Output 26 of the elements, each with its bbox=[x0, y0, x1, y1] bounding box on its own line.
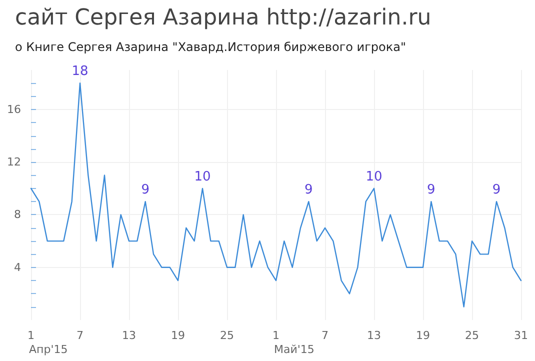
x-tick-label: 1 bbox=[272, 329, 280, 342]
data-label: 18 bbox=[72, 64, 88, 80]
chart-title: сайт Сергея Азарина http://azarin.ru bbox=[15, 6, 432, 30]
x-tick-label: 13 bbox=[122, 329, 136, 342]
x-tick-label: 13 bbox=[367, 329, 381, 342]
data-label: 9 bbox=[141, 182, 150, 198]
data-label: 9 bbox=[427, 182, 436, 198]
x-tick-label: 25 bbox=[220, 329, 234, 342]
y-tick-label: 4 bbox=[14, 260, 21, 274]
chart-subtitle: о Книге Сергея Азарина "Хавард.История биржевого игрока" bbox=[15, 40, 406, 54]
x-tick-label: 1 bbox=[28, 329, 34, 342]
x-tick-label: 7 bbox=[322, 329, 328, 342]
y-tick-label: 8 bbox=[14, 208, 21, 222]
data-label: 10 bbox=[194, 169, 211, 184]
x-tick-label: 31 bbox=[514, 329, 528, 342]
x-tick-label: 19 bbox=[171, 329, 185, 342]
data-label: 9 bbox=[492, 182, 501, 198]
x-tick-label: 7 bbox=[76, 329, 84, 342]
y-tick-label: 12 bbox=[7, 156, 21, 169]
x-tick-label: 19 bbox=[416, 329, 430, 342]
data-label: 9 bbox=[304, 182, 313, 198]
data-label: 10 bbox=[366, 169, 382, 184]
y-tick-label: 16 bbox=[7, 102, 21, 116]
text: Май'15 bbox=[274, 343, 314, 356]
x-tick-label: 25 bbox=[465, 329, 479, 342]
text: Апр'15 bbox=[29, 343, 68, 356]
